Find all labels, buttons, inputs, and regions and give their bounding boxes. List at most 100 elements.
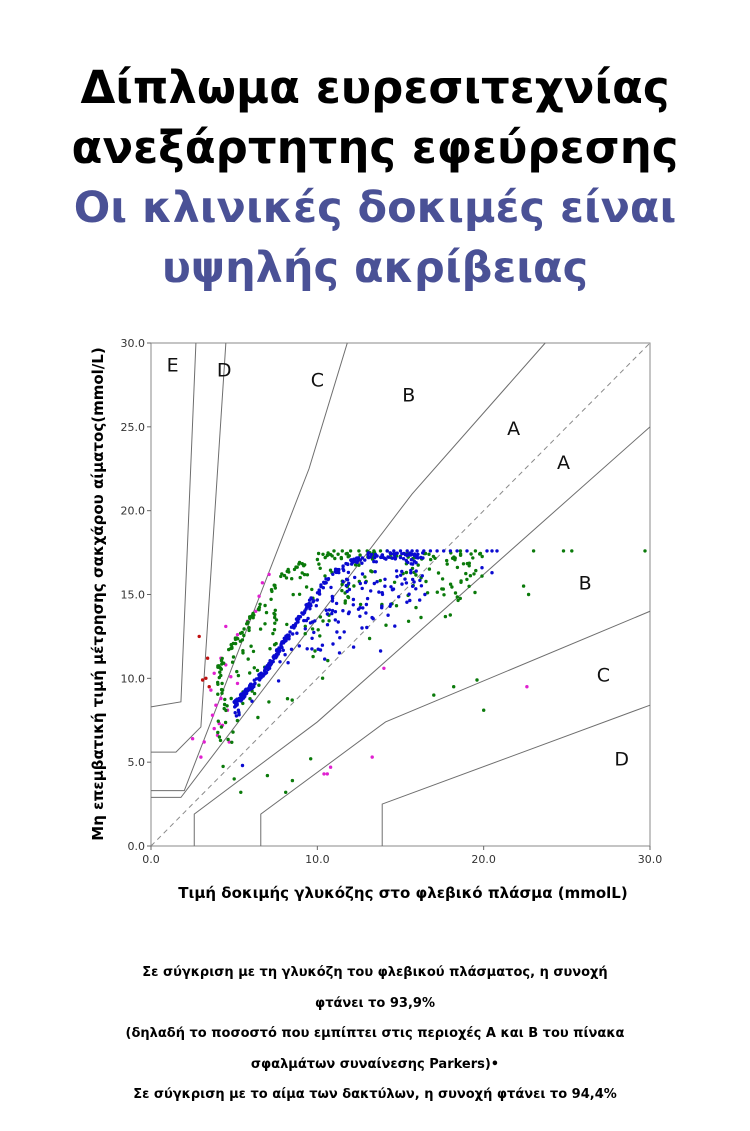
data-point bbox=[330, 611, 334, 616]
data-point bbox=[389, 551, 393, 556]
data-point bbox=[250, 685, 254, 690]
data-point bbox=[471, 556, 475, 560]
data-point bbox=[229, 675, 233, 679]
data-point bbox=[394, 604, 399, 608]
data-point bbox=[365, 625, 369, 630]
data-point bbox=[205, 656, 210, 660]
data-point bbox=[380, 591, 384, 595]
data-point bbox=[297, 644, 301, 648]
note-line-4: σφαλμάτων συναίνεσης Parkers)• bbox=[250, 1056, 500, 1072]
data-point bbox=[257, 594, 261, 598]
data-point bbox=[450, 556, 455, 560]
data-point bbox=[242, 627, 246, 631]
data-point bbox=[388, 604, 392, 608]
data-point bbox=[247, 628, 251, 633]
note-line-2: φτάνει το 93,9% bbox=[315, 995, 435, 1011]
data-point bbox=[346, 595, 351, 600]
data-point bbox=[287, 634, 291, 639]
data-point bbox=[415, 549, 419, 553]
data-point bbox=[202, 740, 206, 744]
page-title-line-1: Δίπλωμα ευρεσιτεχνίας bbox=[80, 61, 670, 114]
data-point bbox=[190, 737, 195, 741]
data-point bbox=[341, 579, 345, 584]
data-point bbox=[219, 696, 223, 701]
data-point bbox=[418, 578, 422, 583]
data-point bbox=[382, 666, 386, 670]
data-point bbox=[268, 661, 273, 665]
data-point bbox=[274, 618, 279, 622]
zone-boundary-6 bbox=[260, 610, 651, 846]
data-point bbox=[378, 649, 383, 653]
data-point bbox=[318, 634, 322, 638]
data-point bbox=[310, 587, 314, 592]
data-point bbox=[386, 613, 390, 617]
data-point bbox=[390, 588, 395, 592]
data-point bbox=[432, 693, 436, 697]
data-point bbox=[309, 757, 313, 761]
data-point bbox=[265, 665, 269, 669]
data-point bbox=[526, 592, 531, 597]
data-point bbox=[358, 606, 362, 610]
data-point bbox=[284, 638, 288, 643]
data-point bbox=[369, 589, 373, 593]
data-point bbox=[408, 551, 412, 555]
data-point bbox=[311, 654, 315, 659]
data-point bbox=[217, 735, 222, 739]
data-point bbox=[346, 611, 351, 616]
data-points bbox=[190, 549, 647, 794]
data-point bbox=[230, 740, 234, 744]
data-point bbox=[368, 555, 373, 559]
data-point bbox=[357, 563, 361, 567]
data-point bbox=[322, 580, 326, 584]
data-point bbox=[276, 679, 281, 683]
zone-boundary-7 bbox=[381, 704, 651, 846]
data-point bbox=[421, 551, 425, 555]
data-point bbox=[383, 577, 387, 581]
data-point bbox=[353, 563, 358, 567]
data-point bbox=[344, 583, 348, 588]
data-point bbox=[334, 601, 339, 606]
data-point bbox=[290, 778, 295, 783]
data-point bbox=[340, 588, 344, 593]
x-tick-label: 30.0 bbox=[638, 853, 663, 866]
data-point bbox=[257, 608, 261, 612]
data-point bbox=[230, 660, 235, 664]
data-point bbox=[485, 549, 489, 553]
y-tick-label: 5.0 bbox=[128, 756, 146, 769]
data-point bbox=[423, 551, 428, 556]
data-point bbox=[358, 558, 362, 562]
data-point bbox=[223, 720, 228, 725]
data-point bbox=[219, 725, 224, 729]
data-point bbox=[210, 713, 215, 717]
data-point bbox=[267, 572, 271, 577]
data-point bbox=[219, 673, 223, 678]
data-point bbox=[427, 552, 431, 556]
data-point bbox=[480, 566, 484, 570]
x-axis-label: Τιμή δοκιμής γλυκόζης στο φλεβικό πλάσμα… bbox=[178, 884, 627, 902]
data-point bbox=[291, 632, 295, 636]
data-point bbox=[325, 772, 329, 776]
page-title-line-2: ανεξάρτητης εφεύρεσης bbox=[71, 121, 679, 174]
data-point bbox=[495, 549, 499, 553]
data-point bbox=[258, 602, 262, 606]
data-point bbox=[352, 584, 356, 588]
data-point bbox=[363, 558, 367, 562]
data-point bbox=[316, 551, 321, 556]
data-point bbox=[420, 574, 424, 578]
data-point bbox=[273, 621, 277, 625]
data-point bbox=[361, 606, 365, 610]
data-point bbox=[328, 765, 333, 769]
data-point bbox=[342, 630, 346, 634]
data-point bbox=[360, 586, 364, 591]
data-point bbox=[408, 598, 412, 603]
data-point bbox=[372, 581, 376, 586]
data-point bbox=[643, 549, 647, 553]
data-point bbox=[341, 609, 345, 613]
data-point bbox=[392, 580, 397, 584]
data-point bbox=[360, 626, 364, 630]
data-point bbox=[346, 555, 350, 559]
zone-boundary-2 bbox=[151, 342, 227, 753]
data-point bbox=[435, 590, 439, 594]
data-point bbox=[472, 572, 476, 576]
data-point bbox=[389, 585, 393, 589]
